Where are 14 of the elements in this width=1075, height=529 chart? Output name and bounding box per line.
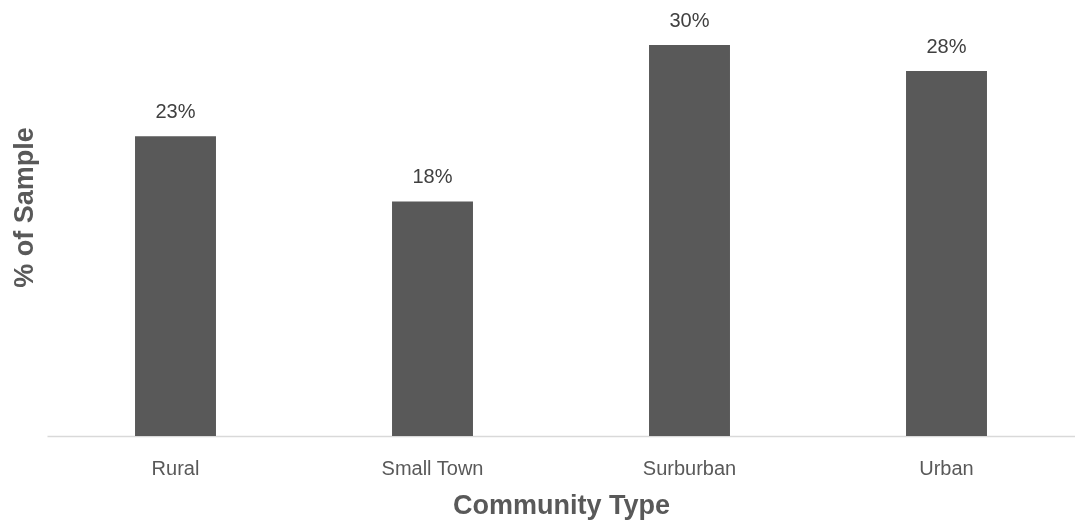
x-axis-title: Community Type [452, 489, 671, 520]
x-tick-label: Rural [151, 456, 200, 479]
x-tick-label: Small Town [381, 456, 484, 479]
bar [906, 71, 987, 436]
bar [392, 201, 473, 436]
data-label: 30% [669, 9, 710, 31]
y-axis-title: % of Sample [8, 127, 39, 288]
bar [649, 45, 730, 436]
bar [135, 136, 216, 436]
x-tick-label: Surburban [642, 456, 737, 479]
x-tick-label: Urban [919, 456, 974, 479]
data-label: 23% [155, 100, 196, 123]
data-label: 28% [926, 35, 967, 58]
data-label: 18% [412, 165, 453, 188]
